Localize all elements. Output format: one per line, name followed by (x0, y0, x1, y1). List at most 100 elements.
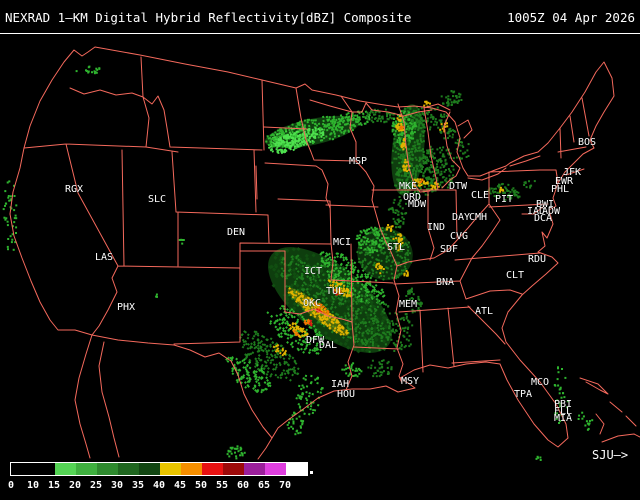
station-label: IAD (526, 206, 546, 217)
station-label: IAH (330, 379, 350, 390)
echo-blob (295, 374, 324, 416)
echo-blob (333, 291, 338, 296)
scale-terminator-dot (310, 471, 313, 474)
station-label: SLC (147, 194, 167, 205)
scale-tick-label: 45 (173, 480, 187, 491)
echo-blob (395, 145, 440, 199)
station-label: DAL (318, 340, 338, 351)
station-label: TUL (325, 286, 345, 297)
station-label: MSP (348, 156, 368, 167)
scale-segment-20dbz (76, 463, 97, 475)
station-label: CMH (468, 212, 488, 223)
station-label: RGX (64, 184, 84, 195)
scale-tick-label: 25 (89, 480, 103, 491)
station-label: DEN (226, 227, 246, 238)
station-label: PHX (116, 302, 136, 313)
echo-blob (386, 224, 394, 232)
echo-blob (286, 411, 305, 436)
echo-blob (440, 90, 463, 107)
scale-segment-70dbz (286, 463, 307, 475)
echo-blob (499, 186, 505, 193)
station-label: LAS (94, 252, 114, 263)
echo-blob (387, 196, 408, 229)
scale-tick-label: 40 (152, 480, 166, 491)
station-label: SDF (439, 244, 459, 255)
state-border-layer (9, 46, 640, 460)
station-label: ADW (541, 206, 561, 217)
station-label: MDW (407, 199, 427, 210)
station-label: DAY (451, 212, 471, 223)
station-label: MIA (553, 413, 573, 424)
scale-tick-label: 0 (7, 480, 15, 491)
station-label: DTW (448, 181, 468, 192)
echo-blob (226, 445, 246, 460)
scale-tick-label: 60 (236, 480, 250, 491)
station-label: IND (426, 222, 446, 233)
station-label: MSY (400, 376, 420, 387)
echo-blob (399, 125, 405, 130)
scale-segment-15dbz (55, 463, 76, 475)
scale-tick-label: 55 (215, 480, 229, 491)
station-label: CLT (505, 270, 525, 281)
echo-blob (420, 145, 455, 192)
echo-blob (392, 233, 404, 252)
echo-blob (325, 110, 371, 132)
echo-blob (363, 108, 396, 124)
echo-blob (430, 181, 440, 191)
scale-tick-label: 30 (110, 480, 124, 491)
mexico-coast-path (74, 334, 273, 460)
echo-blob (356, 226, 413, 281)
station-label: TPA (513, 389, 533, 400)
echo-blob (375, 262, 385, 275)
scale-segment-35dbz (139, 463, 160, 475)
echo-blob (487, 182, 521, 202)
great-lakes-islands-path (309, 99, 640, 443)
scale-bar-frame (10, 462, 308, 476)
echo-blob (268, 247, 394, 354)
scale-segment-50dbz (202, 463, 223, 475)
scale-tick-label: 20 (68, 480, 82, 491)
scale-segment-65dbz (265, 463, 286, 475)
title-separator-line (0, 33, 640, 34)
station-label: BOS (577, 137, 597, 148)
us-coast-outline-path (9, 46, 615, 448)
echo-blob (411, 105, 448, 131)
scale-segment-45dbz (181, 463, 202, 475)
echo-blob (272, 343, 288, 357)
echo-blob (341, 362, 363, 378)
station-label: CLE (470, 190, 490, 201)
echo-blob (439, 127, 457, 140)
eastern-state-borders-path (325, 95, 590, 384)
echo-blob (313, 300, 330, 316)
echo-blob (403, 270, 409, 277)
echo-blob (178, 238, 185, 245)
station-label: BNA (435, 277, 455, 288)
station-label: PHL (550, 184, 570, 195)
echo-blob (346, 292, 398, 353)
echo-blob (308, 319, 313, 327)
echo-blob (577, 411, 594, 431)
station-label: ORD (402, 192, 422, 203)
echo-blob (288, 321, 309, 339)
sju-pointer-label: SJU—> (592, 448, 629, 462)
station-label: DFW (305, 335, 325, 346)
scale-segment-0dbz (11, 463, 55, 475)
station-label: MKE (398, 181, 418, 192)
station-label: MCI (332, 237, 352, 248)
timestamp: 1005Z 04 Apr 2026 (507, 10, 635, 25)
station-label: CVG (449, 231, 469, 242)
station-label: HOU (336, 389, 356, 400)
scale-tick-label: 70 (278, 480, 292, 491)
echo-blob (75, 65, 101, 75)
echo-blob (367, 359, 393, 378)
station-label: RDU (527, 254, 547, 265)
station-label: FLL (553, 406, 573, 417)
scale-tick-label: 65 (257, 480, 271, 491)
station-label: MCO (530, 377, 550, 388)
scale-segment-40dbz (160, 463, 181, 475)
western-state-borders-path (23, 56, 400, 391)
station-label: STL (386, 242, 406, 253)
echo-blob (332, 287, 343, 296)
station-label: JFK (562, 167, 582, 178)
